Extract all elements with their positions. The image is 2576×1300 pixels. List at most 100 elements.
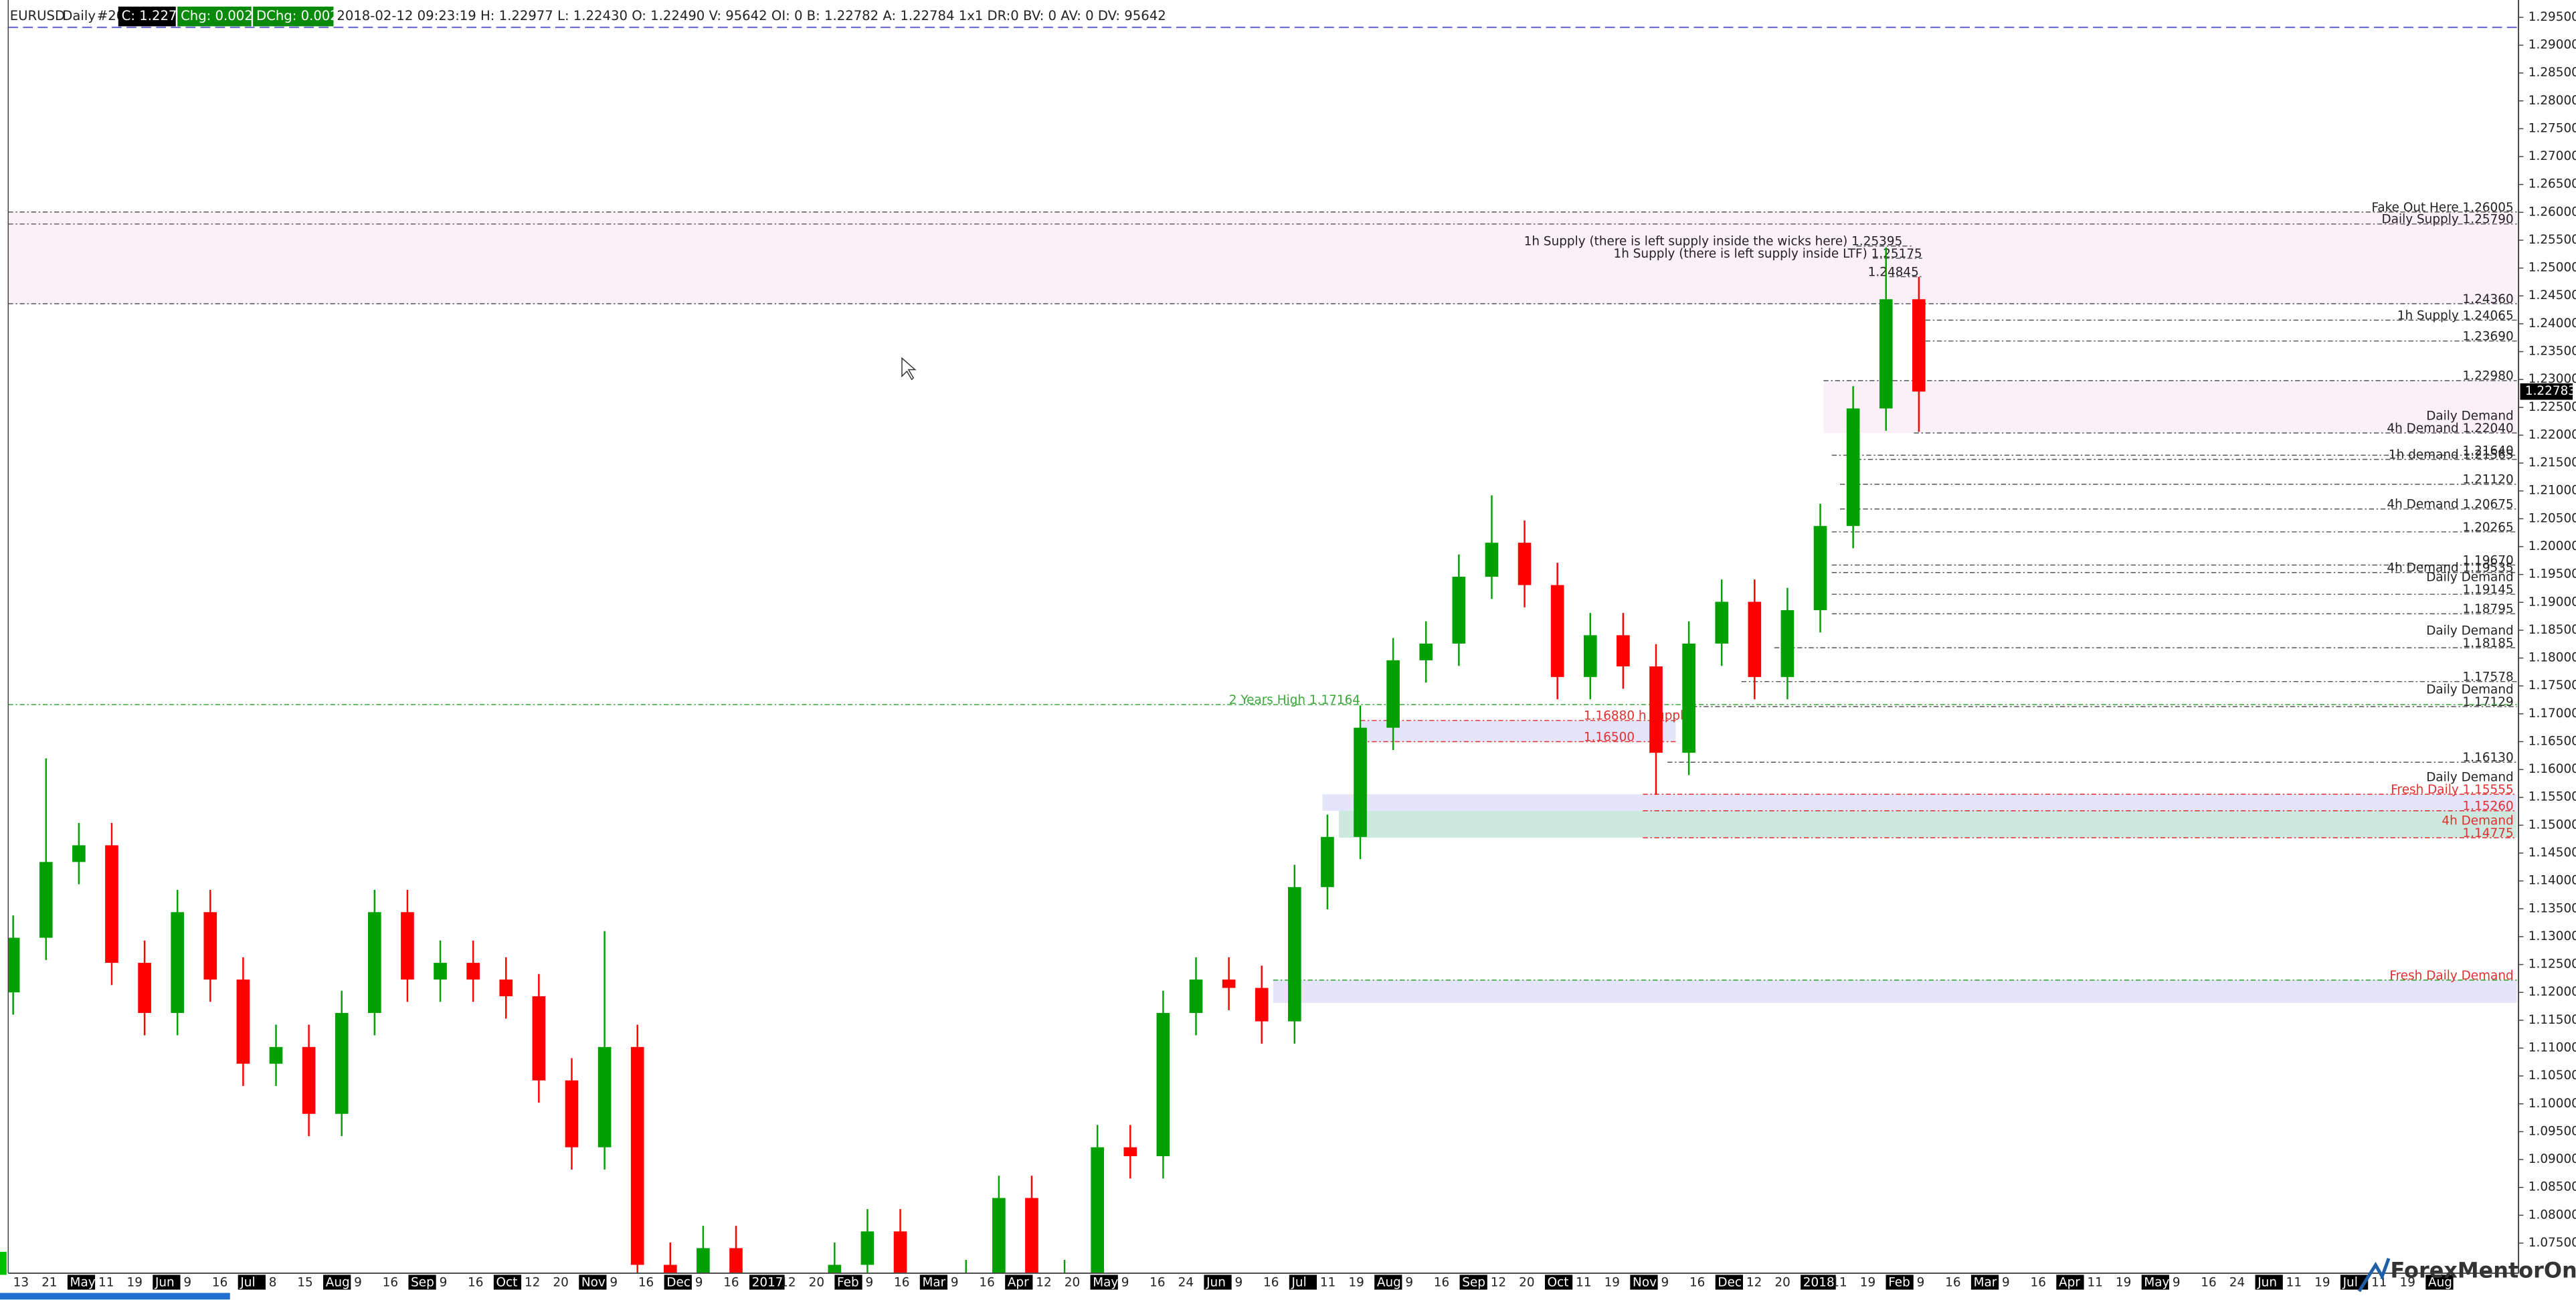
candle-body xyxy=(729,1248,743,1273)
candle-body xyxy=(1419,643,1433,660)
candle-body xyxy=(1846,408,1860,527)
x-tick-label: 19 xyxy=(1604,1276,1620,1290)
y-tick-label: 1.07500 xyxy=(2528,1236,2576,1250)
x-tick-label: 16 xyxy=(1434,1276,1449,1290)
level-label: 4h Demand 1.20675 xyxy=(2387,498,2513,512)
y-tick-label: 1.18500 xyxy=(2528,623,2576,637)
x-label-box xyxy=(323,1275,351,1290)
level-label: 1.19670 xyxy=(2463,553,2514,567)
x-tick-label: Oct xyxy=(1548,1276,1569,1290)
candle-body xyxy=(335,1013,349,1114)
level-label: 2 Years High 1.17164 xyxy=(1229,693,1360,707)
scrollbar[interactable] xyxy=(0,1293,230,1300)
candle-body xyxy=(1583,635,1597,677)
candle-body xyxy=(532,996,546,1081)
candle-body xyxy=(860,1231,875,1265)
level-label: Fresh Daily 1.15555 xyxy=(2391,783,2513,797)
x-tick-label: Feb xyxy=(837,1276,859,1290)
x-tick-label: 9 xyxy=(2002,1276,2010,1290)
x-tick-label: Mar xyxy=(1974,1276,1997,1290)
logo: ForexMentorOnline xyxy=(2357,1257,2576,1293)
x-tick-label: 12 xyxy=(525,1276,540,1290)
level-label: 1.19145 xyxy=(2463,583,2514,597)
x-tick-label: 16 xyxy=(1945,1276,1960,1290)
y-tick-label: 1.22500 xyxy=(2528,400,2576,414)
y-tick-label: 1.29000 xyxy=(2528,37,2576,52)
x-tick-label: 12 xyxy=(1036,1276,1051,1290)
x-tick-label: 13 xyxy=(13,1276,29,1290)
level-label: 1.15260 xyxy=(2463,800,2514,814)
x-label-box xyxy=(1204,1275,1232,1290)
x-tick-label: 9 xyxy=(2173,1276,2181,1290)
y-tick-label: 1.27000 xyxy=(2528,149,2576,163)
x-tick-label: 16 xyxy=(383,1276,398,1290)
y-tick-label: 1.25500 xyxy=(2528,233,2576,247)
x-label-box xyxy=(1970,1275,1999,1290)
level-label: 1h Supply 1.24065 xyxy=(2397,308,2514,322)
y-tick-label: 1.13000 xyxy=(2528,929,2576,943)
candle-body xyxy=(401,912,414,980)
x-label-box xyxy=(1715,1275,1744,1290)
logo-icon xyxy=(2357,1258,2391,1293)
x-tick-label: May xyxy=(70,1276,96,1290)
candle-body xyxy=(1386,660,1400,728)
x-tick-label: Feb xyxy=(1888,1276,1910,1290)
x-label-box xyxy=(1885,1275,1914,1290)
level-label: 1.22980 xyxy=(2463,369,2514,383)
zone xyxy=(1273,980,2517,1004)
candle-body xyxy=(138,963,151,1014)
y-tick-label: 1.22000 xyxy=(2528,428,2576,442)
candle-body xyxy=(1748,601,1762,677)
level-label: 1.20265 xyxy=(2463,521,2514,535)
timeframe: Daily xyxy=(62,8,96,23)
x-tick-label: Jul xyxy=(2342,1276,2358,1290)
candles xyxy=(8,247,1926,1273)
axes: 1.07500 1.08000 1.08500 1.09000 1.09500 1.100… xyxy=(13,10,2576,1290)
level-label: 1.16880 h supply xyxy=(1584,709,1691,723)
y-tick-label: 1.26000 xyxy=(2528,205,2576,219)
candle-body xyxy=(368,912,381,1014)
zone xyxy=(1360,720,1676,742)
y-tick-label: 1.21500 xyxy=(2528,456,2576,470)
x-tick-label: 11 xyxy=(1831,1276,1847,1290)
x-tick-label: 16 xyxy=(1689,1276,1705,1290)
level-note: Daily Demand xyxy=(2426,771,2513,785)
x-tick-label: 20 xyxy=(1519,1276,1534,1290)
x-tick-label: 8 xyxy=(269,1276,277,1290)
x-tick-label: Dec xyxy=(1718,1276,1742,1290)
candle-body xyxy=(269,1046,283,1064)
x-tick-label: Jun xyxy=(155,1276,175,1290)
y-tick-label: 1.14500 xyxy=(2528,846,2576,860)
y-tick-label: 1.17000 xyxy=(2528,707,2576,721)
x-tick-label: Apr xyxy=(2059,1276,2080,1290)
candle-body xyxy=(1025,1198,1038,1273)
x-tick-label: 11 xyxy=(2371,1276,2387,1290)
candle-body xyxy=(1813,526,1827,610)
y-tick-label: 1.12500 xyxy=(2528,957,2576,971)
x-tick-label: Nov xyxy=(581,1276,606,1290)
x-tick-label: Sep xyxy=(1462,1276,1485,1290)
x-tick-label: 2018 xyxy=(1803,1276,1835,1290)
x-tick-label: 16 xyxy=(2031,1276,2046,1290)
candle-body xyxy=(1321,836,1334,887)
candle-body xyxy=(39,862,53,938)
x-tick-label: 20 xyxy=(809,1276,824,1290)
x-label-box xyxy=(153,1275,181,1290)
y-tick-label: 1.10500 xyxy=(2528,1069,2576,1083)
x-tick-label: 16 xyxy=(979,1276,994,1290)
level-label: 1.16500 xyxy=(1584,730,1635,744)
y-tick-label: 1.08500 xyxy=(2528,1180,2576,1194)
x-tick-label: 12 xyxy=(1746,1276,1762,1290)
y-tick-label: 1.26500 xyxy=(2528,177,2576,191)
x-tick-label: 9 xyxy=(183,1276,191,1290)
y-tick-label: 1.19500 xyxy=(2528,567,2576,581)
y-tick-label: 1.29500 xyxy=(2528,10,2576,24)
y-tick-label: 1.24000 xyxy=(2528,316,2576,331)
x-tick-label: 19 xyxy=(1860,1276,1875,1290)
y-tick-label: 1.15500 xyxy=(2528,790,2576,804)
logo-text: ForexMentorOnline xyxy=(2391,1257,2576,1283)
x-tick-label: Aug xyxy=(1377,1276,1401,1290)
level-label: Fresh Daily Demand xyxy=(2389,969,2513,983)
symbol: EURUSD xyxy=(10,8,65,23)
